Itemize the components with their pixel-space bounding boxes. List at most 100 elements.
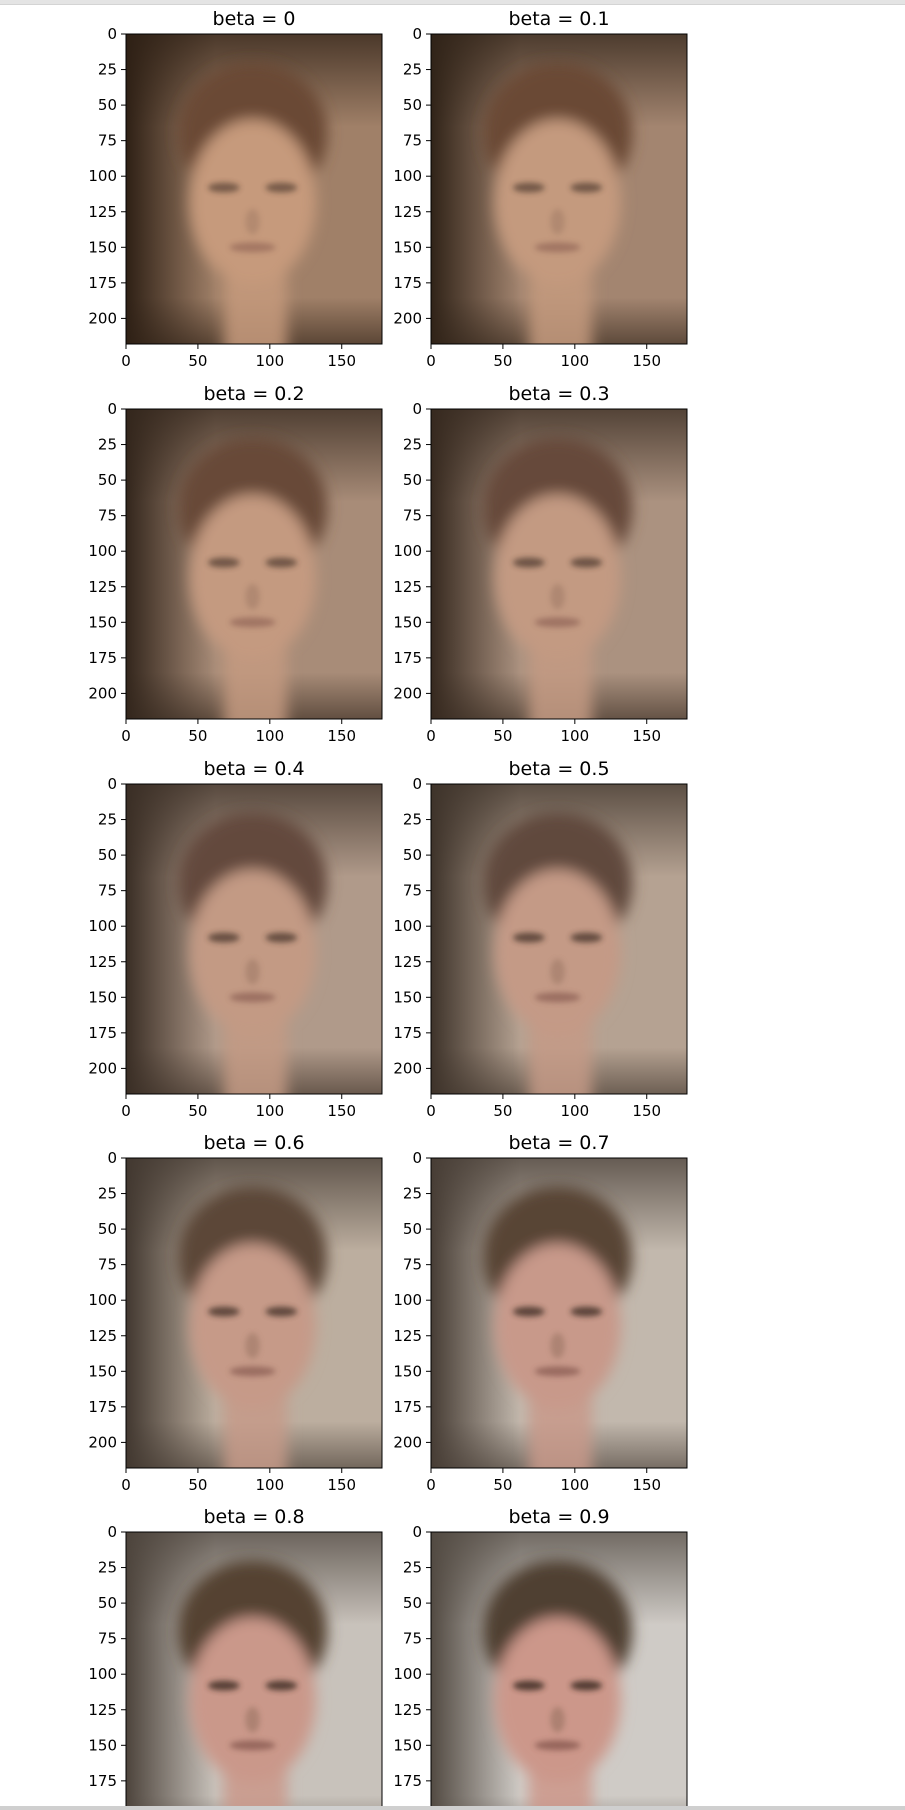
- y-tick-label: 150: [393, 238, 422, 256]
- y-tick-label: 0: [107, 1149, 117, 1167]
- x-tick-label: 50: [493, 1102, 512, 1120]
- y-tick-label: 150: [88, 1736, 117, 1754]
- y-tick-label: 0: [412, 1523, 422, 1541]
- left-eye: [207, 1306, 240, 1317]
- y-tick-label: 25: [403, 1185, 422, 1203]
- face-image: [126, 409, 382, 719]
- face: [494, 494, 621, 660]
- face-image: [126, 1158, 382, 1468]
- y-tick-label: 100: [88, 917, 117, 935]
- y-tick-label: 150: [88, 613, 117, 631]
- x-tick-label: 100: [560, 727, 589, 745]
- x-tick-label: 50: [188, 727, 207, 745]
- y-tick-label: 50: [403, 1594, 422, 1612]
- face-image: [431, 1532, 687, 1806]
- y-tick-label: 125: [393, 578, 422, 596]
- face: [494, 1617, 621, 1783]
- y-tick-label: 50: [403, 96, 422, 114]
- x-tick-label: 100: [560, 1102, 589, 1120]
- face: [189, 1617, 316, 1783]
- y-tick-label: 125: [393, 1327, 422, 1345]
- axes-frame: [430, 33, 688, 345]
- y-tick-label: 200: [88, 684, 117, 702]
- right-eye: [570, 1306, 603, 1317]
- panel-title: beta = 0.5: [508, 758, 609, 780]
- panel-title: beta = 0.4: [203, 758, 304, 780]
- y-tick-label: 25: [98, 811, 117, 829]
- panel-2: beta = 0.2 0 25 50 75 100 125 150 175 200 0 50 100 15…: [88, 383, 383, 745]
- face: [494, 1243, 621, 1409]
- y-tick-label: 125: [88, 1701, 117, 1719]
- panel-5: beta = 0.5 0 25 50 75 100 125 150 175 200 0 50 100 15…: [393, 758, 688, 1120]
- axes-frame: [430, 783, 688, 1095]
- right-eye: [570, 1680, 603, 1691]
- left-eye: [512, 557, 545, 568]
- y-tick-label: 25: [403, 436, 422, 454]
- x-tick-label: 100: [560, 1476, 589, 1494]
- panel-title: beta = 0.6: [203, 1132, 304, 1154]
- y-tick-label: 125: [88, 953, 117, 971]
- y-tick-label: 50: [98, 471, 117, 489]
- y-tick-label: 150: [393, 1736, 422, 1754]
- scrollbar-track[interactable]: [0, 1806, 905, 1810]
- axes-frame: [430, 1531, 688, 1806]
- y-tick-label: 150: [88, 1362, 117, 1380]
- y-tick-label: 150: [393, 988, 422, 1006]
- top-divider: [0, 0, 905, 5]
- x-tick-label: 150: [327, 1476, 356, 1494]
- y-tick-label: 0: [412, 400, 422, 418]
- panel-0: beta = 0 0 25 50 75 100 125 150 175 200 0 50 100 150: [88, 8, 383, 370]
- right-eye: [265, 932, 298, 943]
- y-tick-label: 150: [393, 1362, 422, 1380]
- face-image: [126, 784, 382, 1094]
- y-tick-label: 25: [98, 61, 117, 79]
- y-tick-label: 50: [403, 846, 422, 864]
- x-tick-label: 150: [632, 1476, 661, 1494]
- axes-frame: [125, 408, 383, 720]
- face-image: [126, 34, 382, 344]
- y-tick-label: 25: [98, 436, 117, 454]
- mouth: [229, 992, 276, 1003]
- left-eye: [512, 1680, 545, 1691]
- x-tick-label: 0: [426, 352, 436, 370]
- y-tick-label: 200: [88, 1433, 117, 1451]
- y-tick-label: 25: [403, 811, 422, 829]
- mouth: [534, 617, 581, 628]
- x-tick-label: 150: [632, 727, 661, 745]
- y-tick-label: 100: [393, 917, 422, 935]
- face: [189, 494, 316, 660]
- x-tick-label: 150: [327, 1102, 356, 1120]
- y-tick-label: 100: [393, 1291, 422, 1309]
- x-tick-label: 100: [560, 352, 589, 370]
- axes-frame: [430, 1157, 688, 1469]
- y-tick-label: 125: [88, 203, 117, 221]
- axes-frame: [125, 1531, 383, 1806]
- face: [189, 119, 316, 285]
- y-tick-label: 175: [393, 274, 422, 292]
- y-tick-label: 25: [403, 1559, 422, 1577]
- y-tick-label: 175: [88, 1398, 117, 1416]
- right-eye: [265, 1680, 298, 1691]
- y-tick-label: 175: [88, 1024, 117, 1042]
- x-tick-label: 100: [255, 1476, 284, 1494]
- y-tick-label: 150: [88, 238, 117, 256]
- y-tick-label: 75: [403, 1256, 422, 1274]
- y-tick-label: 175: [393, 1024, 422, 1042]
- face-image: [126, 1532, 382, 1806]
- x-tick-label: 0: [426, 1476, 436, 1494]
- right-eye: [265, 557, 298, 568]
- left-eye: [207, 557, 240, 568]
- face-image: [431, 1158, 687, 1468]
- right-eye: [570, 932, 603, 943]
- y-tick-label: 50: [98, 1594, 117, 1612]
- y-tick-label: 50: [403, 471, 422, 489]
- y-tick-label: 75: [98, 1256, 117, 1274]
- y-tick-label: 100: [393, 1665, 422, 1683]
- y-tick-label: 175: [88, 649, 117, 667]
- y-tick-label: 100: [393, 542, 422, 560]
- y-tick-label: 150: [88, 988, 117, 1006]
- panel-9: beta = 0.90255075100125150175050100150: [393, 1506, 688, 1806]
- y-tick-label: 200: [393, 309, 422, 327]
- x-tick-label: 150: [632, 352, 661, 370]
- y-tick-label: 200: [393, 1059, 422, 1077]
